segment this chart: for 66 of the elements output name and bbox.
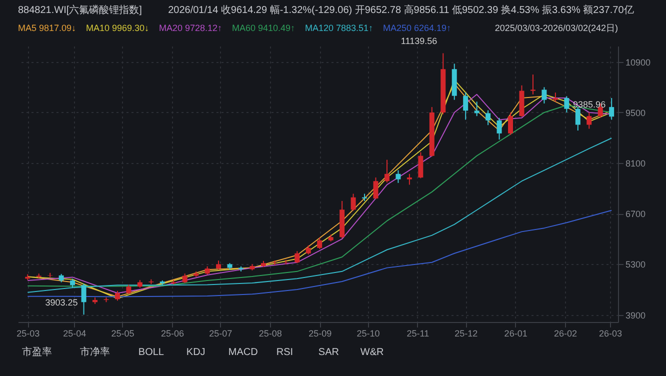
- x-tick-label: 25-10: [356, 328, 380, 338]
- text: MACD: [228, 347, 258, 358]
- text: MA250 6264.19↑: [383, 23, 452, 33]
- y-tick-label: 3900: [626, 310, 646, 320]
- x-tick-label: 25-11: [406, 328, 430, 338]
- y-tick-label: 10900: [626, 57, 651, 68]
- text: 市净率: [80, 346, 110, 358]
- candlestick: [586, 112, 592, 130]
- text: BOLL: [138, 347, 164, 358]
- candlestick: [126, 284, 132, 294]
- candlestick: [182, 273, 188, 284]
- text: 市盈率: [22, 346, 52, 358]
- text: MA20 9728.12↑: [159, 23, 222, 33]
- candlestick: [350, 193, 356, 212]
- candlestick: [216, 260, 222, 270]
- candlestick: [609, 98, 614, 120]
- x-tick-label: 26-02: [554, 328, 578, 338]
- text: KDJ: [186, 347, 206, 358]
- x-tick-label: 25-08: [258, 328, 282, 338]
- y-tick-label: 5300: [626, 260, 646, 270]
- candlestick: [508, 112, 514, 136]
- candlestick: [418, 152, 424, 179]
- candlestick: [384, 159, 390, 184]
- text: MA120 7883.51↑: [305, 23, 374, 33]
- x-tick-label: 25-07: [209, 328, 232, 338]
- chart-title: 884821.WI[六氟磷酸锂指数]: [18, 4, 142, 16]
- candlestick: [70, 278, 76, 288]
- text: MA5 9817.09↓: [18, 23, 76, 33]
- x-tick-label: 26-03: [598, 328, 622, 338]
- text: SAR: [318, 347, 339, 358]
- text: RSI: [276, 347, 294, 358]
- annotation: 3903.25: [45, 298, 78, 308]
- candlestick: [564, 96, 570, 113]
- candlestick: [114, 290, 120, 302]
- x-tick-label: 26-01: [504, 328, 528, 338]
- x-tick-label: 25-09: [308, 328, 332, 338]
- x-tick-label: 25-12: [454, 328, 478, 338]
- candlestick: [530, 74, 536, 95]
- y-tick-label: 6700: [626, 209, 646, 220]
- text: MA10 9969.30↓: [86, 23, 150, 33]
- chart-subtitle: 2026/01/14 收9614.29 幅-1.32%(-129.06) 开9652.78 高9856.11 低9502.39 换4.53% 振3.63% 额237.70亿: [168, 4, 634, 16]
- line-series: [27, 138, 612, 293]
- candlestick: [542, 86, 547, 104]
- candlestick: [81, 283, 86, 316]
- candlestick: [373, 176, 378, 200]
- candlestick: [486, 110, 491, 126]
- candlestick: [496, 117, 502, 140]
- x-tick-label: 25-04: [63, 328, 86, 338]
- x-tick-label: 25-06: [160, 328, 184, 338]
- y-tick-label: 9500: [626, 108, 646, 118]
- candlestick: [474, 101, 480, 117]
- text: W&R: [360, 347, 384, 358]
- text: MA60 9410.49↑: [232, 23, 296, 33]
- candlestick: [306, 244, 311, 255]
- candlestick: [406, 173, 412, 186]
- x-tick-label: 25-05: [111, 328, 134, 338]
- annotation: 11139.56: [400, 36, 438, 46]
- text: 2025/03/03-2026/03/02(242日): [494, 23, 618, 33]
- candlestick: [575, 106, 580, 132]
- candlestick: [396, 170, 401, 184]
- y-tick-label: 8100: [626, 158, 646, 169]
- candlestick: [294, 250, 300, 264]
- candlestick: [317, 237, 322, 250]
- candlestick: [463, 92, 468, 120]
- x-tick-label: 25-03: [16, 328, 40, 338]
- candlestick: [552, 92, 558, 102]
